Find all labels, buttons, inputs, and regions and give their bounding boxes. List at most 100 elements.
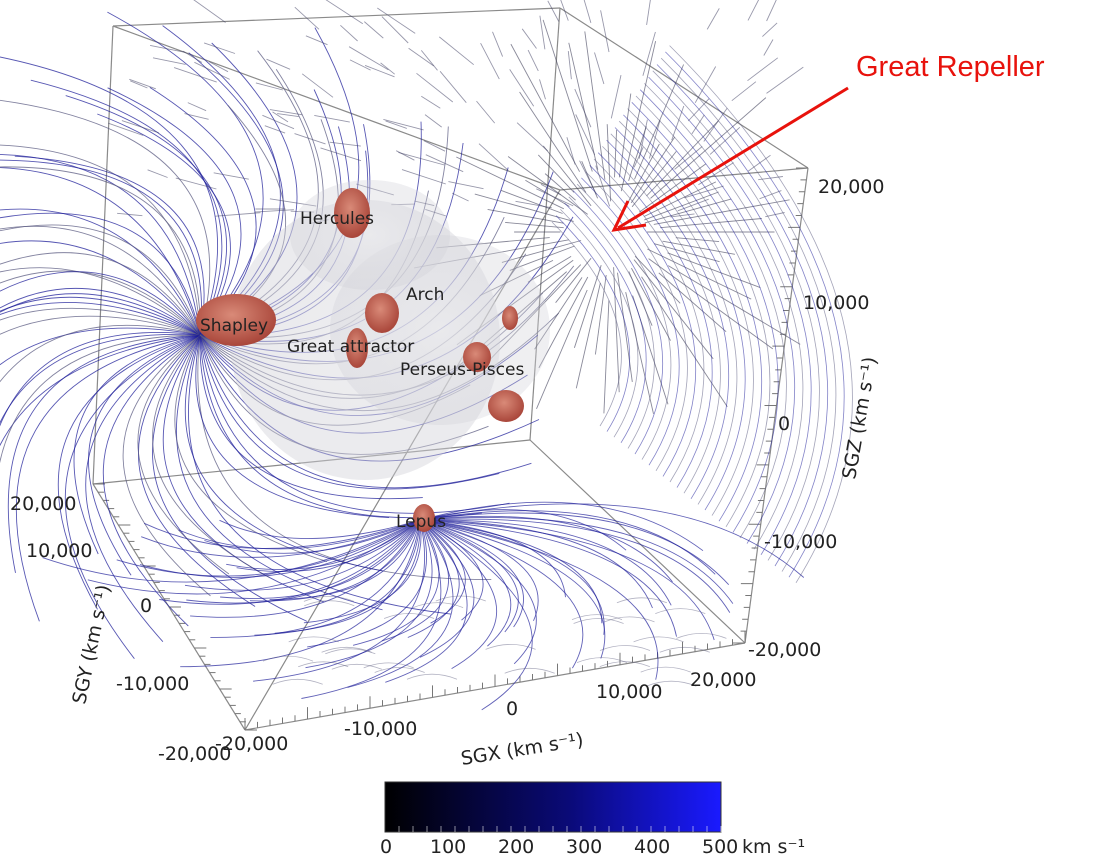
great-repeller-label: Great Repeller [856,51,1045,83]
flow-line [568,42,599,170]
flow-line [648,119,661,159]
flow-line [184,519,421,591]
flow-line [642,31,656,76]
annotation-arrow-shaft [617,86,849,230]
flow-line [305,35,328,46]
flow-line [254,519,421,636]
flow-line [747,57,779,82]
flow-line [208,61,229,73]
flow-line [547,0,560,22]
sgx-tick: -20,000 [215,733,288,755]
flow-line [439,36,474,66]
flow-line [616,597,668,604]
flow-line [620,40,657,192]
flow-line [579,160,597,195]
label-hercules: Hercules [300,209,374,229]
colorbar-tick: 0 [380,836,392,857]
flow-line [0,293,201,336]
flow-line [107,11,264,336]
flow-line [320,147,362,162]
flow-line [0,327,201,366]
arch-blob [365,293,399,333]
flow-line [633,147,644,168]
colorbar-unit: km s⁻¹ [742,836,805,857]
flow-line [573,618,624,624]
flow-line [184,113,209,120]
flow-line [304,600,355,607]
flow-line [763,39,774,56]
flow-line [572,190,663,455]
flow-line [538,276,589,369]
flow-line [594,52,605,85]
flow-line [117,212,143,217]
flow-line [638,163,707,213]
flow-line [574,88,592,128]
flow-line [374,667,425,673]
flow-line [766,66,804,94]
flow-line [631,102,779,533]
flow-line [65,95,228,336]
flow-line [573,265,602,348]
flow-line [698,162,734,186]
flow-line [567,51,572,80]
flow-line [73,334,201,555]
sgz-tick: -20,000 [748,639,821,661]
flow-line [593,158,705,483]
pp-blob-2 [502,306,518,330]
flow-line [667,252,761,289]
flow-line [419,517,734,604]
flow-line [203,42,236,54]
flow-line [747,154,771,172]
flow-line [504,667,555,674]
flow-line [662,240,735,255]
flow-line [604,616,655,623]
sgz-axis-title: SGZ (km s⁻¹) [838,355,881,481]
flow-line [419,518,731,613]
flow-line [507,156,588,215]
flow-line [329,141,361,147]
flow-line [618,93,632,178]
flow-line [658,272,727,333]
flow-line [325,0,364,25]
flow-line [648,258,774,350]
flow-line [435,595,486,602]
flow-line [176,334,383,611]
flow-line [650,97,767,199]
flow-line [581,177,680,466]
flow-line [385,519,468,683]
flow-line [175,177,217,190]
flow-line [758,176,783,181]
flow-line [731,81,757,102]
sgy-axis-title: SGY (km s⁻¹) [68,583,115,706]
flow-line [542,145,592,207]
flow-line [419,512,730,586]
flow-line [0,225,201,336]
flow-line [425,154,464,173]
flow-line [187,102,207,112]
flow-line [381,519,449,642]
flow-line [519,91,587,193]
flow-line [137,334,230,575]
flow-line [0,224,201,336]
flow-line [633,259,714,360]
flow-line [325,648,376,655]
flow-line [618,120,754,516]
flow-line [262,655,314,662]
flow-line [215,212,261,217]
flow-line [584,31,606,180]
flow-line [301,519,442,699]
flow-line [298,661,349,668]
flow-line [377,7,416,34]
flow-line [294,6,320,30]
pp-blob-3 [488,390,524,422]
flow-line [536,289,588,409]
flow-line [627,108,771,528]
flow-line [566,137,576,165]
flow-line [671,105,685,141]
flow-line [182,50,203,63]
flow-line [684,185,724,199]
flow-line [194,61,230,80]
flow-line [659,646,710,653]
flow-line [747,0,760,21]
